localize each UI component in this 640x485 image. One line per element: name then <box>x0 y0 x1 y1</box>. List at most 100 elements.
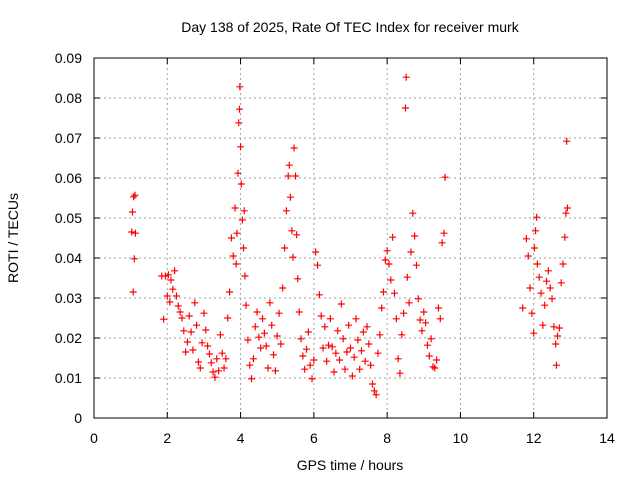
data-point <box>169 285 177 293</box>
data-point <box>163 292 171 300</box>
data-point <box>275 309 283 317</box>
data-point <box>232 260 240 268</box>
tick-labels: 0 2 4 6 8 10 12 14 0 0.01 0.02 0.03 0.04 0.05 0.06 0.07… <box>55 50 615 446</box>
data-point <box>429 363 437 371</box>
data-point <box>409 209 417 217</box>
data-point <box>563 137 571 145</box>
data-point <box>350 353 358 361</box>
data-point <box>231 204 239 212</box>
data-point <box>394 355 402 363</box>
data-point <box>519 304 527 312</box>
x-tick-label: 12 <box>526 430 542 446</box>
data-point <box>213 355 221 363</box>
data-point <box>191 299 199 307</box>
data-point <box>266 299 274 307</box>
data-point <box>194 358 202 366</box>
data-point <box>336 356 344 364</box>
data-point <box>325 341 333 349</box>
data-point <box>363 323 371 331</box>
data-point <box>321 323 329 331</box>
data-point <box>559 260 567 268</box>
data-point <box>178 314 186 322</box>
data-point <box>249 355 257 363</box>
data-point <box>308 375 316 383</box>
data-point <box>416 316 424 324</box>
data-point <box>189 346 197 354</box>
data-point <box>259 315 267 323</box>
data-point <box>297 335 305 343</box>
data-point <box>376 331 384 339</box>
data-points <box>128 73 571 399</box>
data-point <box>317 312 325 320</box>
y-tick-label: 0.09 <box>55 50 82 66</box>
data-point <box>374 349 382 357</box>
y-tick-label: 0.06 <box>55 170 82 186</box>
data-point <box>286 193 294 201</box>
data-point <box>441 173 449 181</box>
data-point <box>262 342 270 350</box>
data-point <box>260 329 268 337</box>
data-point <box>209 368 217 376</box>
y-tick-label: 0.08 <box>55 90 82 106</box>
data-point <box>176 308 184 316</box>
data-point <box>352 315 360 323</box>
data-point <box>290 144 298 152</box>
data-point <box>299 352 307 360</box>
data-point <box>253 308 261 316</box>
data-point <box>548 295 556 303</box>
data-point <box>218 349 226 357</box>
data-point <box>281 244 289 252</box>
data-point <box>526 284 534 292</box>
data-point <box>552 340 560 348</box>
data-point <box>222 355 230 363</box>
data-point <box>182 348 190 356</box>
data-point <box>193 321 201 329</box>
data-point <box>279 284 287 292</box>
data-point <box>323 357 331 365</box>
data-point <box>240 207 248 215</box>
data-point <box>389 233 397 241</box>
data-point <box>562 209 570 217</box>
chart-title: Day 138 of 2025, Rate Of TEC Index for r… <box>181 19 519 35</box>
data-point <box>234 169 242 177</box>
data-point <box>372 391 380 399</box>
data-point <box>227 234 235 242</box>
data-point <box>288 227 296 235</box>
data-point <box>271 367 279 375</box>
data-point <box>552 361 560 369</box>
data-point <box>216 331 224 339</box>
data-point <box>319 344 327 352</box>
axes <box>93 57 608 419</box>
y-tick-label: 0.07 <box>55 130 82 146</box>
data-point <box>284 172 292 180</box>
data-point <box>347 344 354 352</box>
data-point <box>264 364 272 372</box>
data-point <box>436 315 444 323</box>
data-point <box>310 356 318 364</box>
data-point <box>238 216 246 224</box>
data-point <box>401 104 409 112</box>
data-point <box>255 333 263 341</box>
data-point <box>167 276 175 284</box>
data-point <box>172 292 180 300</box>
data-point <box>128 208 136 216</box>
data-point <box>244 336 252 344</box>
data-point <box>535 273 543 281</box>
data-point <box>341 365 349 373</box>
grid <box>94 58 607 418</box>
data-point <box>403 273 411 281</box>
data-point <box>541 301 549 309</box>
data-point <box>405 299 413 307</box>
data-point <box>524 252 532 260</box>
data-point <box>235 119 243 127</box>
x-axis-label: GPS time / hours <box>297 457 404 473</box>
data-point <box>314 261 322 269</box>
data-point <box>412 261 420 269</box>
data-point <box>205 350 213 358</box>
data-point <box>557 279 565 287</box>
data-point <box>550 323 558 331</box>
data-point <box>328 343 336 351</box>
plot-border <box>93 57 608 419</box>
data-point <box>530 329 538 337</box>
